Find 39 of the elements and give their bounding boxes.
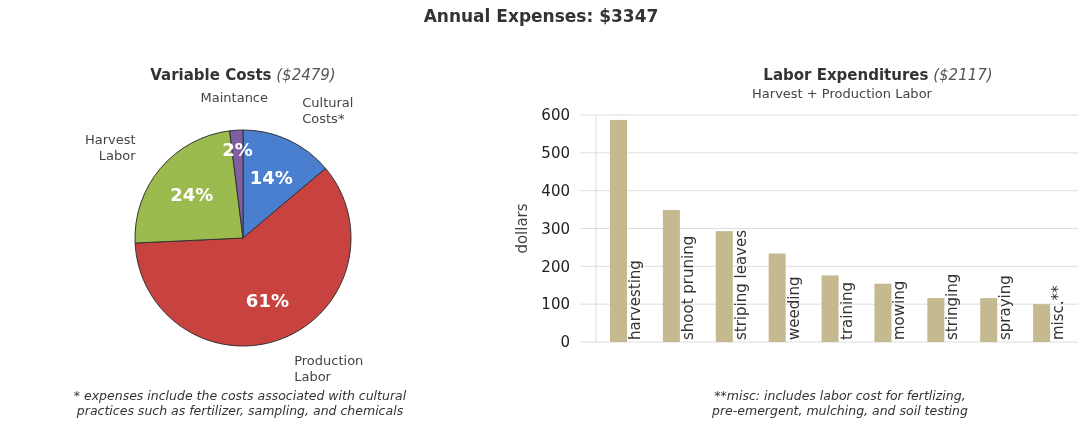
bar [874,283,892,342]
x-tick-label: shoot pruning [678,235,697,340]
x-tick-label: striping leaves [731,229,750,340]
data-label: 61% [245,289,289,311]
chart-subtitle: Harvest + Production Labor [752,86,933,101]
bar [662,209,680,342]
y-tick-label: 600 [541,106,570,125]
bar [610,119,627,342]
x-tick-label: harvesting [626,260,644,340]
slice-label: Production Labor [294,353,364,385]
y-tick-label: 0 [560,333,570,352]
bar [821,275,839,342]
x-tick-label: misc.** [1049,284,1068,340]
x-tick-label: spraying [996,275,1015,340]
x-tick-label: stringing [943,273,962,340]
x-tick-label: training [837,281,856,340]
bar [1033,304,1051,342]
text: **misc: includes labor cost for fertlizing, pre-emergent, mulching, and soil testing [711,388,969,418]
y-tick-label: 100 [541,295,570,314]
slice-label: Harvest Labor [84,132,137,164]
data-label: 14% [249,166,293,188]
text: * expenses include the costs associated with cultural practices such as fertilizer, sampling, and chemicals [73,388,407,418]
bar [768,253,786,342]
slice-label: Cultural Costs* [302,95,354,127]
y-axis-title: dollars [513,203,531,254]
y-tick-label: 400 [541,181,570,200]
chart-title: Variable Costs ($2479) [150,66,336,84]
y-tick-label: 300 [541,219,570,238]
x-tick-label: mowing [890,280,909,340]
y-tick-label: 500 [541,144,570,163]
bar [980,298,998,342]
y-tick-label: 200 [541,257,570,276]
bar [715,231,733,342]
bar [927,298,945,342]
slice-label: Maintance [200,90,269,106]
x-tick-label: weeding [784,276,803,340]
text: Annual Expenses: $3347 [423,6,659,26]
data-label: 24% [170,184,214,206]
chart-title: Labor Expenditures ($2117) [763,66,993,84]
